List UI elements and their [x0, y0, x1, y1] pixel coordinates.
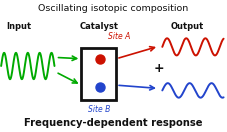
Text: Output: Output — [171, 22, 204, 31]
Text: +: + — [154, 62, 164, 75]
Text: Site B: Site B — [88, 105, 110, 114]
Text: Oscillating isotopic composition: Oscillating isotopic composition — [38, 4, 189, 13]
Bar — [81, 48, 116, 100]
Text: Frequency-dependent response: Frequency-dependent response — [24, 118, 203, 128]
Text: Input: Input — [7, 22, 32, 31]
Text: Catalyst: Catalyst — [79, 22, 118, 31]
Text: Site A: Site A — [108, 32, 130, 41]
